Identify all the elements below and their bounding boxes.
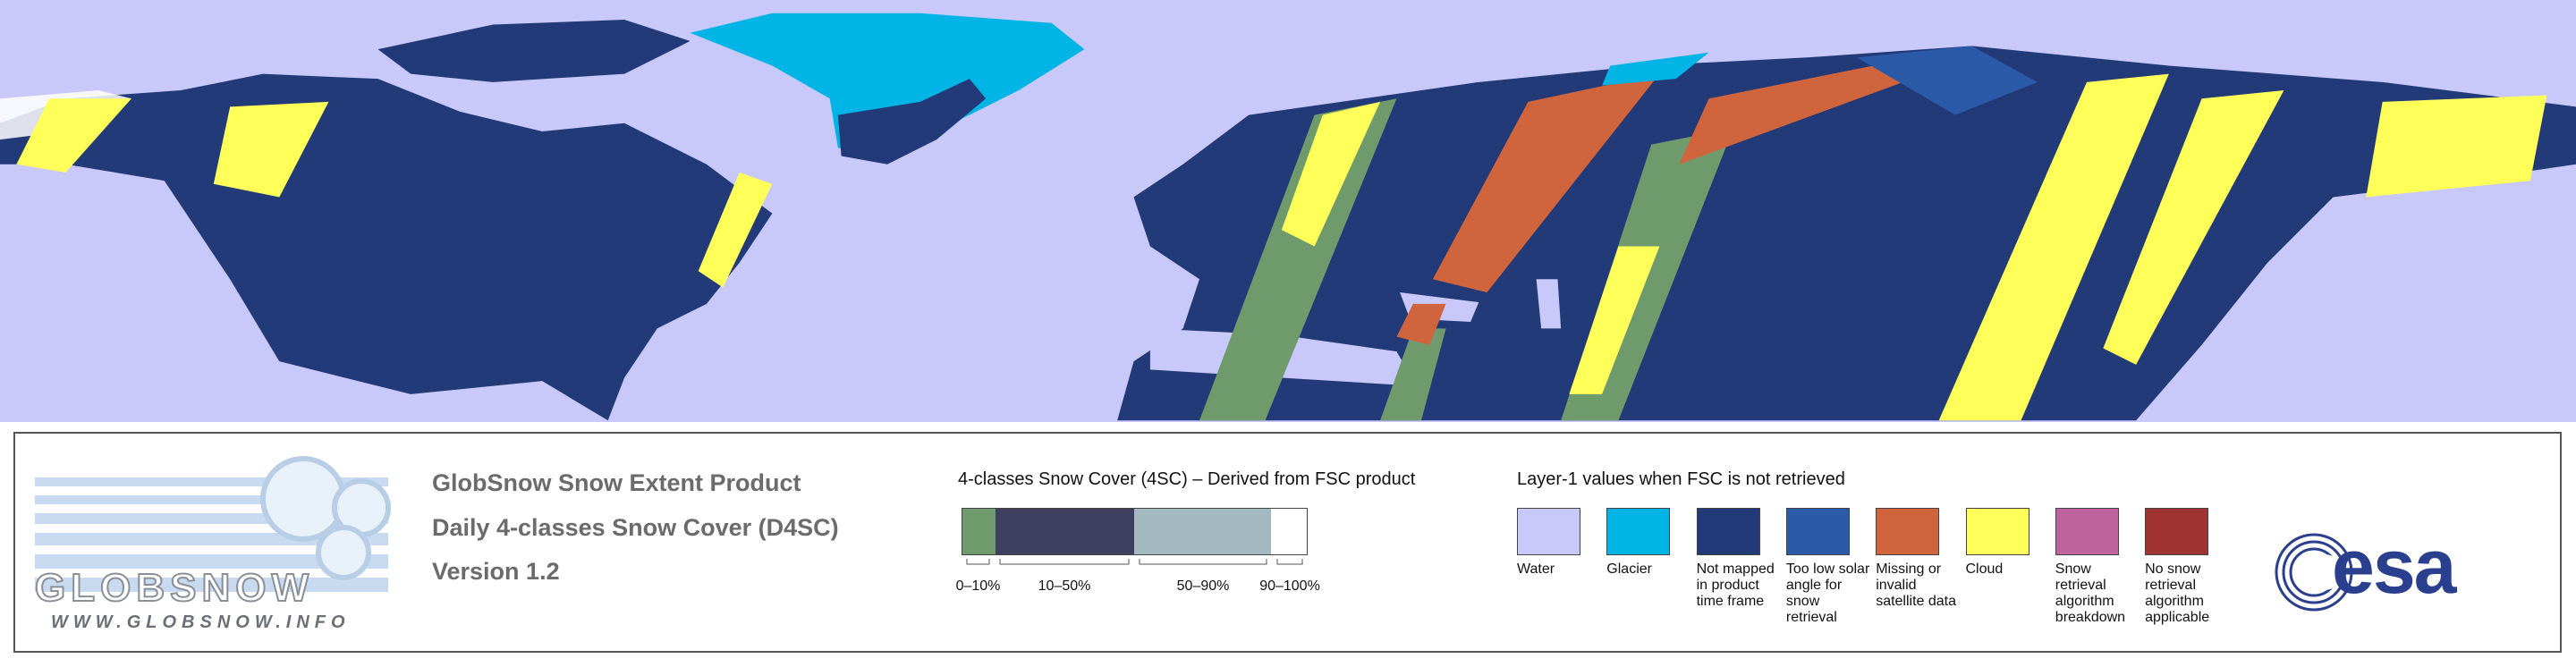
esa-word: esa: [2332, 524, 2456, 610]
land: [0, 13, 2576, 421]
layer1-swatch: [2145, 508, 2209, 555]
layer1-label: Missing or invalid satellite data: [1876, 561, 1957, 609]
snow-cover-bar: [962, 508, 1308, 555]
layer1-label: Too low solar angle for snow retrieval: [1785, 561, 1870, 625]
logo-word: GLOBSNOW: [34, 565, 314, 611]
layer1-label: Cloud: [1965, 561, 2004, 577]
class-brackets: [966, 559, 1303, 565]
logo-url: WWW.GLOBSNOW.INFO: [51, 612, 351, 632]
globsnow-logo: [35, 456, 391, 592]
layer1-label: Snow retrieval algorithm breakdown: [2055, 561, 2126, 625]
layer1-swatch: [1606, 508, 1671, 555]
layer1-label: Not mapped in product time frame: [1696, 561, 1775, 609]
layer1-swatch: [2055, 508, 2119, 555]
layer1-label: No snow retrieval algorithm applicable: [2145, 561, 2210, 625]
layer1-label: Water: [1517, 561, 1555, 577]
class-bracket: [1139, 559, 1267, 565]
class-bracket: [966, 559, 990, 565]
class-swatch: [1134, 509, 1272, 554]
layer1-swatch: [1785, 508, 1850, 555]
product-type: Daily 4-classes Snow Cover (D4SC): [432, 514, 839, 541]
snow-map: [0, 0, 2576, 422]
class-bracket: [999, 559, 1130, 565]
class-label: 0–10%: [955, 578, 1001, 594]
product-version: Version 1.2: [432, 558, 560, 585]
class-swatch: [962, 509, 996, 554]
class-label: 90–100%: [1259, 578, 1320, 594]
class-swatch: [995, 509, 1134, 554]
layer1-swatch: [1876, 508, 1940, 555]
layer1-swatch: [1696, 508, 1760, 555]
product-name: GlobSnow Snow Extent Product: [432, 469, 801, 496]
layer1-swatch: [1965, 508, 2029, 555]
esa-logo: [2275, 533, 2353, 612]
class-swatch: [1271, 509, 1307, 554]
class-bracket: [1276, 559, 1303, 565]
layer1-swatch: [1517, 508, 1580, 555]
class-label: 50–90%: [1176, 578, 1230, 594]
class-label: 10–50%: [1038, 578, 1091, 594]
layer1-title: Layer-1 values when FSC is not retrieved: [1517, 469, 1845, 489]
snow-cover-title: 4-classes Snow Cover (4SC) – Derived fro…: [958, 469, 1416, 489]
layer1-label: Glacier: [1606, 561, 1652, 577]
legend-panel: GLOBSNOW WWW.GLOBSNOW.INFO GlobSnow Snow…: [13, 432, 2562, 653]
